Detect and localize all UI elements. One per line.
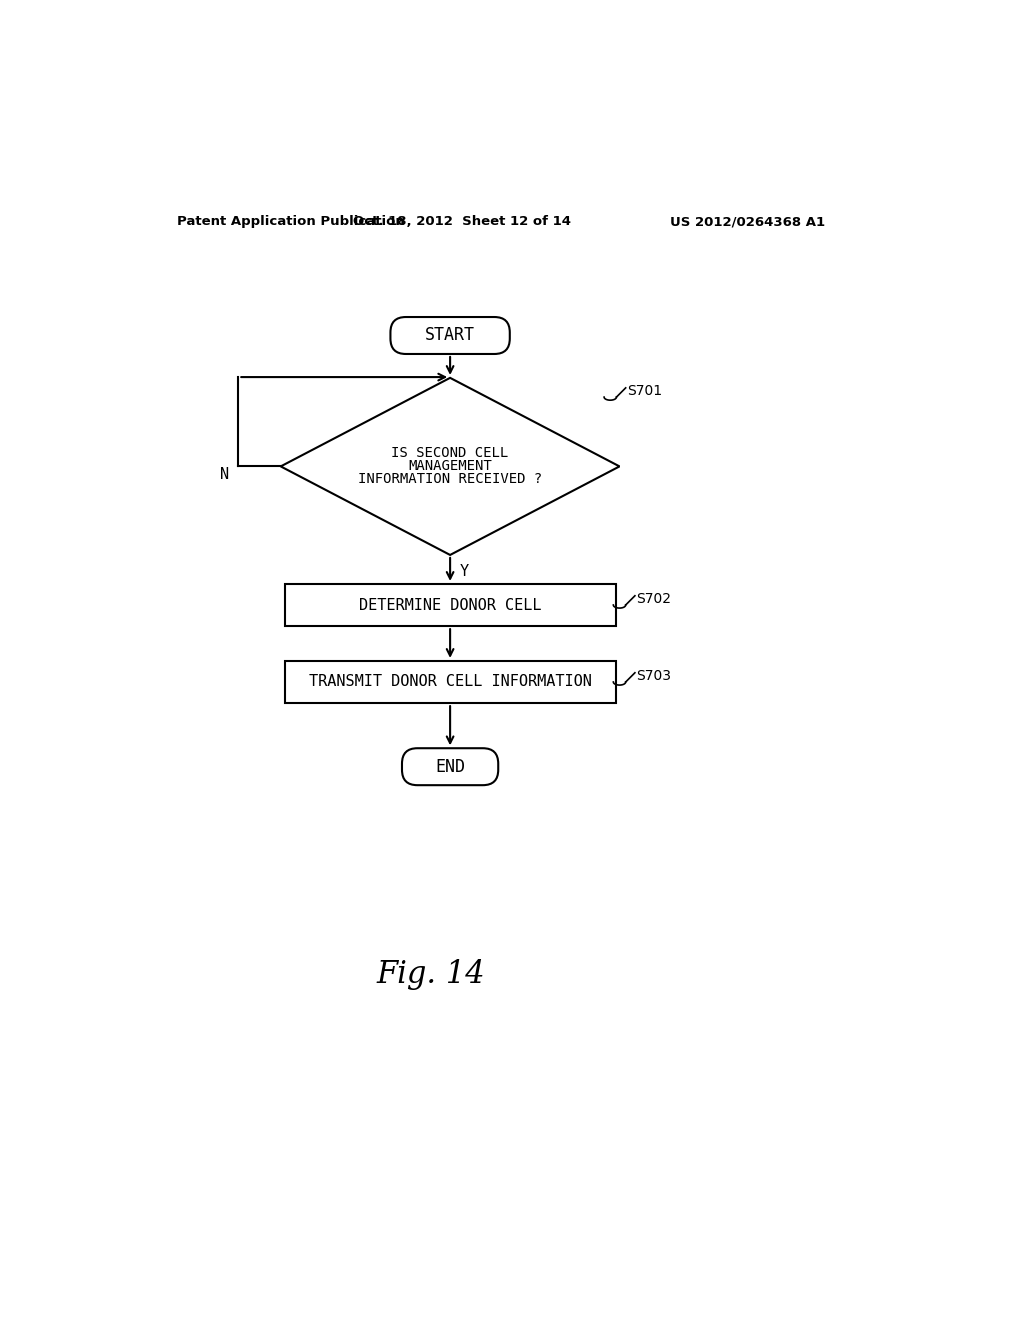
Bar bbox=[285, 583, 615, 626]
Text: Patent Application Publication: Patent Application Publication bbox=[177, 215, 404, 228]
FancyBboxPatch shape bbox=[390, 317, 510, 354]
Text: INFORMATION RECEIVED ?: INFORMATION RECEIVED ? bbox=[358, 473, 543, 487]
Text: N: N bbox=[220, 466, 229, 482]
FancyBboxPatch shape bbox=[402, 748, 499, 785]
Text: IS SECOND CELL: IS SECOND CELL bbox=[391, 446, 509, 461]
Text: DETERMINE DONOR CELL: DETERMINE DONOR CELL bbox=[358, 598, 542, 612]
Polygon shape bbox=[281, 378, 620, 554]
Text: START: START bbox=[425, 326, 475, 345]
Text: Y: Y bbox=[460, 565, 468, 579]
Text: TRANSMIT DONOR CELL INFORMATION: TRANSMIT DONOR CELL INFORMATION bbox=[308, 675, 592, 689]
Text: MANAGEMENT: MANAGEMENT bbox=[409, 459, 492, 474]
Text: S702: S702 bbox=[637, 591, 672, 606]
Text: S701: S701 bbox=[628, 384, 663, 397]
Text: Oct. 18, 2012  Sheet 12 of 14: Oct. 18, 2012 Sheet 12 of 14 bbox=[352, 215, 570, 228]
Bar bbox=[285, 661, 615, 704]
Text: END: END bbox=[435, 758, 465, 776]
Text: S703: S703 bbox=[637, 669, 672, 682]
Text: US 2012/0264368 A1: US 2012/0264368 A1 bbox=[670, 215, 824, 228]
Text: Fig. 14: Fig. 14 bbox=[377, 960, 485, 990]
